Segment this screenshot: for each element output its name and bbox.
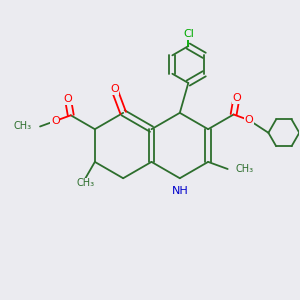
Text: O: O: [64, 94, 72, 104]
Text: CH₃: CH₃: [13, 122, 31, 131]
Text: O: O: [110, 84, 118, 94]
Text: O: O: [51, 116, 60, 126]
Text: NH: NH: [171, 186, 188, 196]
Text: CH₃: CH₃: [236, 164, 254, 174]
Text: O: O: [244, 115, 253, 125]
Text: Cl: Cl: [183, 29, 194, 39]
Text: CH₃: CH₃: [76, 178, 94, 188]
Text: O: O: [232, 93, 241, 103]
